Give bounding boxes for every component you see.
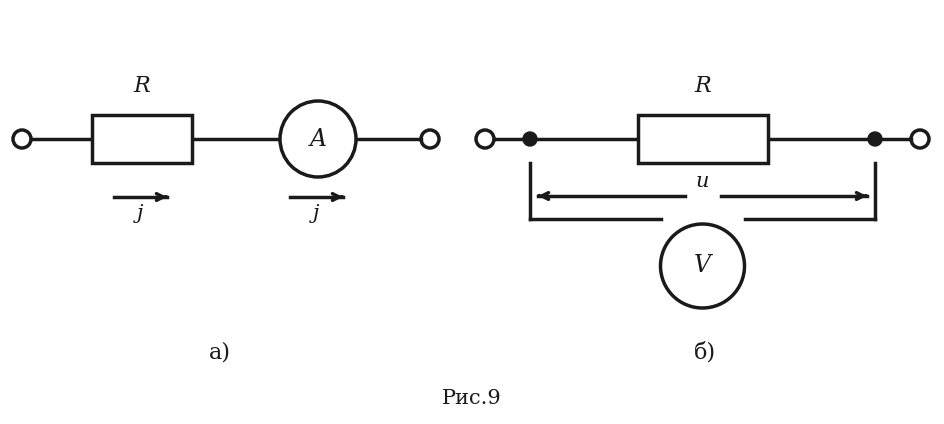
Bar [92,115,192,163]
Bar [637,115,767,163]
Text: V: V [694,254,711,277]
Text: R: R [134,75,150,97]
Text: Рис.9: Рис.9 [442,390,502,408]
Text: а): а) [209,341,231,363]
Circle shape [868,132,882,146]
Text: ј: ј [312,204,319,223]
Text: ј: ј [137,204,143,223]
Circle shape [280,101,356,177]
Circle shape [523,132,537,146]
Circle shape [661,224,745,308]
Text: u: u [696,172,709,191]
Text: A: A [310,128,327,151]
Text: б): б) [694,341,716,363]
Text: R: R [694,75,711,97]
